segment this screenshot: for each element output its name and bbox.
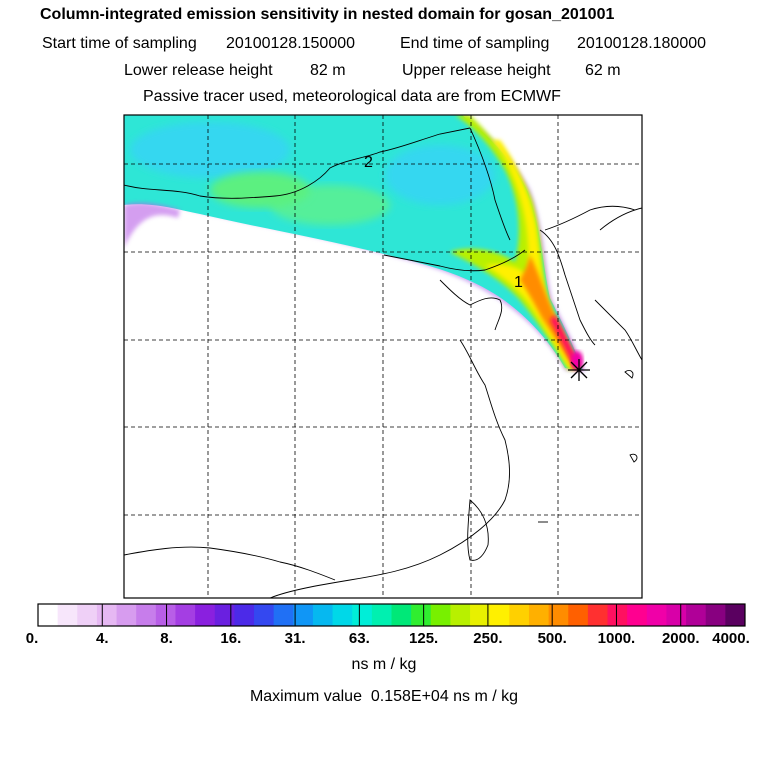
graticule xyxy=(124,115,642,598)
colorbar-swatch xyxy=(430,604,451,626)
colorbar-swatch xyxy=(450,604,471,626)
colorbar-swatch xyxy=(568,604,589,626)
colorbar-swatch xyxy=(214,604,235,626)
colorbar-swatch xyxy=(646,604,667,626)
colorbar-swatch xyxy=(509,604,530,626)
contour-label-2: 2 xyxy=(364,154,373,171)
colorbar-swatch xyxy=(195,604,216,626)
colorbar-swatch xyxy=(332,604,353,626)
colorbar-swatch xyxy=(155,604,176,626)
colorbar-swatch xyxy=(725,604,746,626)
colorbar-tick-label: 63. xyxy=(348,630,370,647)
colorbar xyxy=(37,603,746,627)
upper-height-value: 62 m xyxy=(585,62,621,79)
tracer-note: Passive tracer used, meteorological data… xyxy=(143,88,561,105)
colorbar-tick-label: 1000. xyxy=(597,630,636,647)
colorbar-swatch xyxy=(470,604,491,626)
colorbar-swatch xyxy=(686,604,707,626)
colorbar-swatch xyxy=(705,604,726,626)
colorbar-tick-label: 4. xyxy=(96,630,109,647)
colorbar-swatch xyxy=(411,604,432,626)
colorbar-swatch xyxy=(116,604,137,626)
maximum-value-label: Maximum value xyxy=(249,688,362,705)
colorbar-swatch xyxy=(489,604,510,626)
map-frame xyxy=(123,114,643,599)
colorbar-units: ns m / kg xyxy=(351,656,417,673)
colorbar-swatch xyxy=(254,604,275,626)
start-time-label: Start time of sampling xyxy=(42,35,197,52)
start-time-value: 20100128.150000 xyxy=(226,35,356,52)
colorbar-swatch xyxy=(371,604,392,626)
colorbar-tick-label: 250. xyxy=(473,630,503,647)
colorbar-frame xyxy=(37,603,746,627)
colorbar-swatch xyxy=(273,604,294,626)
colorbar-swatch xyxy=(96,604,118,626)
colorbar-swatch xyxy=(293,604,314,626)
colorbar-swatch xyxy=(587,604,609,626)
colorbar-tick-label: 500. xyxy=(537,630,567,647)
colorbar-swatch xyxy=(548,604,569,626)
chart-title: Column-integrated emission sensitivity i… xyxy=(40,6,615,23)
colorbar-swatch xyxy=(312,604,334,626)
colorbar-swatch xyxy=(352,604,373,626)
colorbar-tick-label: 4000. xyxy=(712,630,750,647)
colorbar-swatch xyxy=(57,604,78,626)
colorbar-swatch xyxy=(666,604,687,626)
colorbar-swatch xyxy=(607,604,628,626)
plume-field xyxy=(124,115,585,372)
lower-height-value: 82 m xyxy=(310,62,346,79)
colorbar-tick-label: 0. xyxy=(25,630,39,647)
contour-label-1: 1 xyxy=(514,274,523,291)
upper-height-label: Upper release height xyxy=(402,62,551,79)
colorbar-swatch xyxy=(627,604,648,626)
end-time-value: 20100128.180000 xyxy=(577,35,707,52)
lower-height-label: Lower release height xyxy=(124,62,273,79)
colorbar-tick-label: 125. xyxy=(409,630,439,647)
maximum-value-number: 0.158E+04 ns m / kg xyxy=(370,688,519,705)
colorbar-tick-label: 31. xyxy=(284,630,306,647)
colorbar-tick-label: 2000. xyxy=(661,630,700,647)
colorbar-swatch xyxy=(175,604,196,626)
maximum-value: Maximum value 0.158E+04 ns m / kg xyxy=(0,688,768,706)
colorbar-swatch xyxy=(528,604,550,626)
colorbar-swatch xyxy=(391,604,412,626)
colorbar-swatch xyxy=(77,604,98,626)
colorbar-swatch xyxy=(38,604,59,626)
colorbar-tick-label: 16. xyxy=(220,630,242,647)
colorbar-tick-label: 8. xyxy=(160,630,173,647)
receptor-star-marker xyxy=(568,359,590,381)
end-time-label: End time of sampling xyxy=(400,35,550,52)
colorbar-swatch xyxy=(234,604,255,626)
colorbar-swatch xyxy=(136,604,157,626)
coastlines xyxy=(124,127,642,598)
